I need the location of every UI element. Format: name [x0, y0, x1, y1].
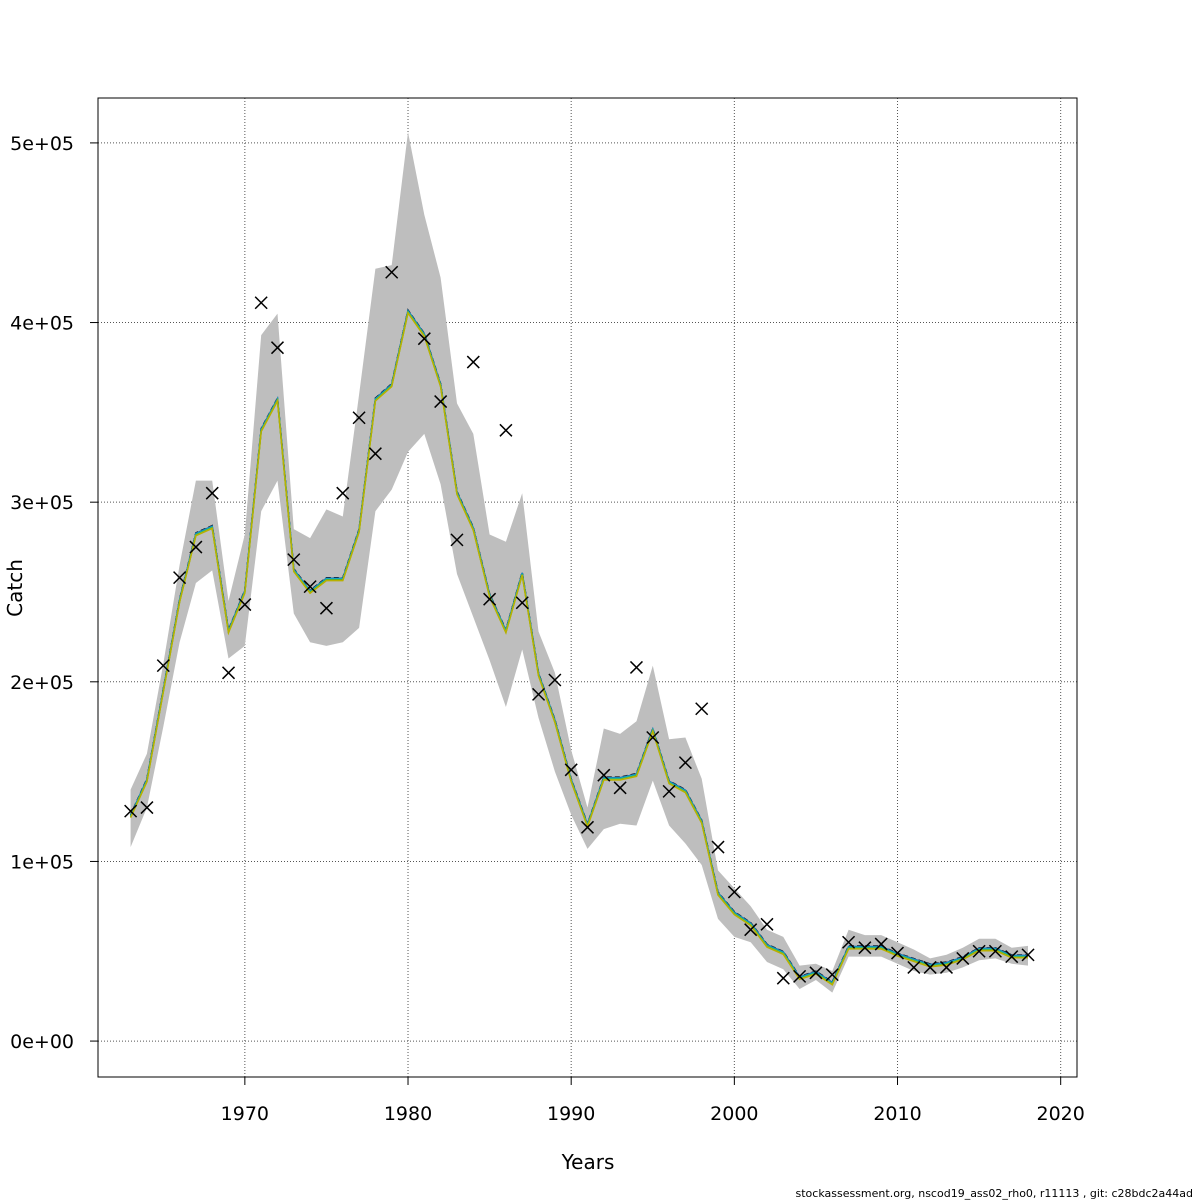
x-axis: 1970 1980 1990 2000 2010 2020 — [221, 1077, 1085, 1125]
observed-point — [238, 598, 252, 612]
footer-note: stockassessment.org, nscod19_ass02_rho0,… — [796, 1187, 1194, 1200]
confidence-band-area — [130, 132, 1029, 993]
observed-point — [189, 540, 203, 554]
y-axis-title: Catch — [3, 559, 27, 617]
observed-point — [140, 801, 154, 815]
observed-point — [711, 840, 725, 854]
observed-point — [368, 447, 382, 461]
y-axis: 0e+00 1e+05 2e+05 3e+05 4e+05 5e+05 — [10, 133, 98, 1053]
observed-point — [678, 756, 692, 770]
observed-point — [254, 296, 268, 310]
observed-point — [956, 951, 970, 965]
observed-point — [319, 601, 333, 615]
x-tick-label: 1980 — [384, 1103, 432, 1125]
observed-point — [874, 937, 888, 951]
x-tick-label: 1990 — [547, 1103, 595, 1125]
observed-point — [287, 553, 301, 567]
observed-point — [564, 763, 578, 777]
y-tick-label: 2e+05 — [10, 672, 74, 694]
observed-point — [1021, 948, 1035, 962]
observed-catch-markers — [124, 265, 1035, 985]
y-tick-label: 4e+05 — [10, 313, 74, 335]
y-tick-label: 3e+05 — [10, 492, 74, 514]
observed-point — [760, 917, 774, 931]
observed-point — [613, 781, 627, 795]
observed-point — [907, 960, 921, 974]
observed-point — [646, 730, 660, 745]
observed-point — [695, 702, 709, 716]
observed-point — [809, 966, 823, 980]
observed-point — [988, 944, 1002, 958]
x-tick-label: 2010 — [873, 1103, 921, 1125]
observed-point — [842, 935, 856, 949]
observed-point — [858, 941, 872, 955]
observed-point — [744, 923, 758, 937]
observed-point — [727, 885, 741, 899]
observed-point — [450, 533, 464, 547]
observed-point — [825, 968, 839, 982]
observed-point — [548, 673, 562, 687]
observed-point — [124, 804, 138, 818]
observed-point — [336, 486, 350, 500]
observed-point — [793, 969, 807, 983]
observed-point — [532, 687, 546, 701]
observed-point — [352, 411, 366, 425]
observed-point — [303, 580, 317, 594]
observed-point — [417, 332, 431, 346]
observed-point — [515, 596, 529, 610]
observed-point — [205, 486, 219, 500]
observed-point — [156, 659, 170, 673]
observed-point — [629, 660, 643, 674]
estimate-line-8 — [129, 311, 1028, 986]
x-axis-title: Years — [561, 1150, 615, 1174]
confidence-band — [130, 132, 1029, 993]
observed-point — [580, 820, 595, 834]
observed-point — [270, 341, 285, 355]
observed-point — [939, 960, 953, 974]
observed-point — [1005, 950, 1019, 964]
observed-point — [776, 971, 790, 985]
observed-point — [923, 960, 937, 974]
y-tick-label: 5e+05 — [10, 133, 74, 155]
observed-point — [499, 423, 513, 437]
observed-point — [890, 946, 905, 960]
observed-point — [385, 265, 399, 279]
plot-frame — [97, 97, 1078, 1078]
y-tick-label: 1e+05 — [10, 851, 74, 873]
observed-point — [483, 592, 497, 606]
y-tick-label: 0e+00 — [10, 1031, 74, 1053]
x-tick-label: 1970 — [221, 1103, 269, 1125]
observed-point — [597, 768, 611, 782]
observed-point — [173, 571, 187, 585]
grid-lines — [98, 98, 1077, 1077]
observed-point — [466, 355, 480, 369]
x-tick-label: 2020 — [1037, 1103, 1085, 1125]
x-tick-label: 2000 — [710, 1103, 758, 1125]
observed-point — [662, 784, 676, 798]
observed-point — [434, 395, 448, 409]
observed-point — [972, 944, 986, 958]
observed-point — [222, 666, 236, 680]
